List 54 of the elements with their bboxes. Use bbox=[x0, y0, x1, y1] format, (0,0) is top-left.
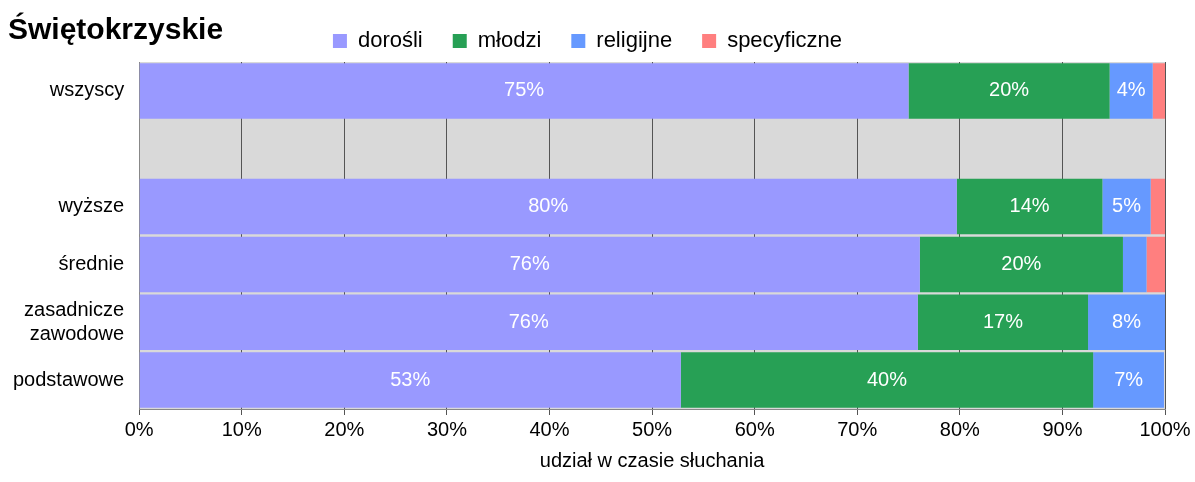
x-tick-label: 50% bbox=[632, 417, 673, 440]
bar bbox=[139, 63, 909, 119]
data-label: 53% bbox=[390, 367, 431, 390]
data-label: 17% bbox=[982, 309, 1024, 332]
bar bbox=[1109, 63, 1153, 119]
legend-label: religijne bbox=[596, 27, 673, 53]
chart-title: Świętokrzyskie bbox=[8, 12, 224, 46]
x-tick-label: 90% bbox=[1042, 417, 1083, 440]
bar bbox=[139, 294, 918, 351]
bar bbox=[139, 236, 920, 293]
bar bbox=[1150, 178, 1165, 235]
bar bbox=[680, 352, 1094, 408]
bar bbox=[956, 178, 1103, 235]
x-tick-label: 80% bbox=[939, 417, 981, 440]
legend-label: specyficzne bbox=[727, 27, 843, 53]
y-tick-label: zasadnicze zawodowe bbox=[24, 297, 125, 344]
legend-label: dorośli bbox=[357, 27, 423, 53]
data-label: 40% bbox=[866, 367, 908, 390]
y-tick-label: podstawowe bbox=[12, 367, 125, 390]
y-tick-label: średnie bbox=[58, 251, 125, 274]
bar bbox=[919, 236, 1123, 293]
data-label: 7% bbox=[1114, 367, 1144, 390]
data-label: 76% bbox=[509, 251, 550, 274]
data-label: 80% bbox=[528, 194, 569, 217]
data-label: 75% bbox=[504, 78, 545, 101]
bar bbox=[908, 63, 1110, 119]
x-tick-label: 30% bbox=[426, 417, 468, 440]
legend-label: młodzi bbox=[477, 27, 542, 53]
bar bbox=[917, 294, 1089, 351]
x-tick-label: 60% bbox=[734, 417, 775, 440]
data-label: 4% bbox=[1116, 78, 1146, 101]
data-label: 5% bbox=[1112, 194, 1142, 217]
bar bbox=[1152, 63, 1165, 119]
data-label: 14% bbox=[1009, 194, 1050, 217]
x-tick-label: 20% bbox=[324, 417, 365, 440]
y-tick-label: wyższe bbox=[57, 194, 125, 217]
x-tick-label: 40% bbox=[529, 417, 570, 440]
x-tick-label: 100% bbox=[1139, 417, 1191, 440]
y-tick-label: wszyscy bbox=[48, 78, 125, 101]
bar bbox=[1146, 236, 1165, 293]
data-label: 76% bbox=[508, 309, 549, 332]
bar bbox=[1093, 352, 1164, 408]
bar bbox=[139, 352, 681, 408]
bar bbox=[1102, 178, 1151, 235]
x-tick-label: 70% bbox=[837, 417, 878, 440]
data-label: 20% bbox=[989, 78, 1030, 101]
bar bbox=[1122, 236, 1147, 293]
x-tick-label: 10% bbox=[221, 417, 262, 440]
data-label: 20% bbox=[1001, 251, 1042, 274]
data-label: 8% bbox=[1112, 309, 1142, 332]
bar bbox=[1088, 294, 1165, 351]
x-axis-title: udział w czasie słuchania bbox=[539, 448, 766, 471]
x-tick-label: 0% bbox=[124, 417, 154, 440]
bar bbox=[139, 178, 957, 235]
